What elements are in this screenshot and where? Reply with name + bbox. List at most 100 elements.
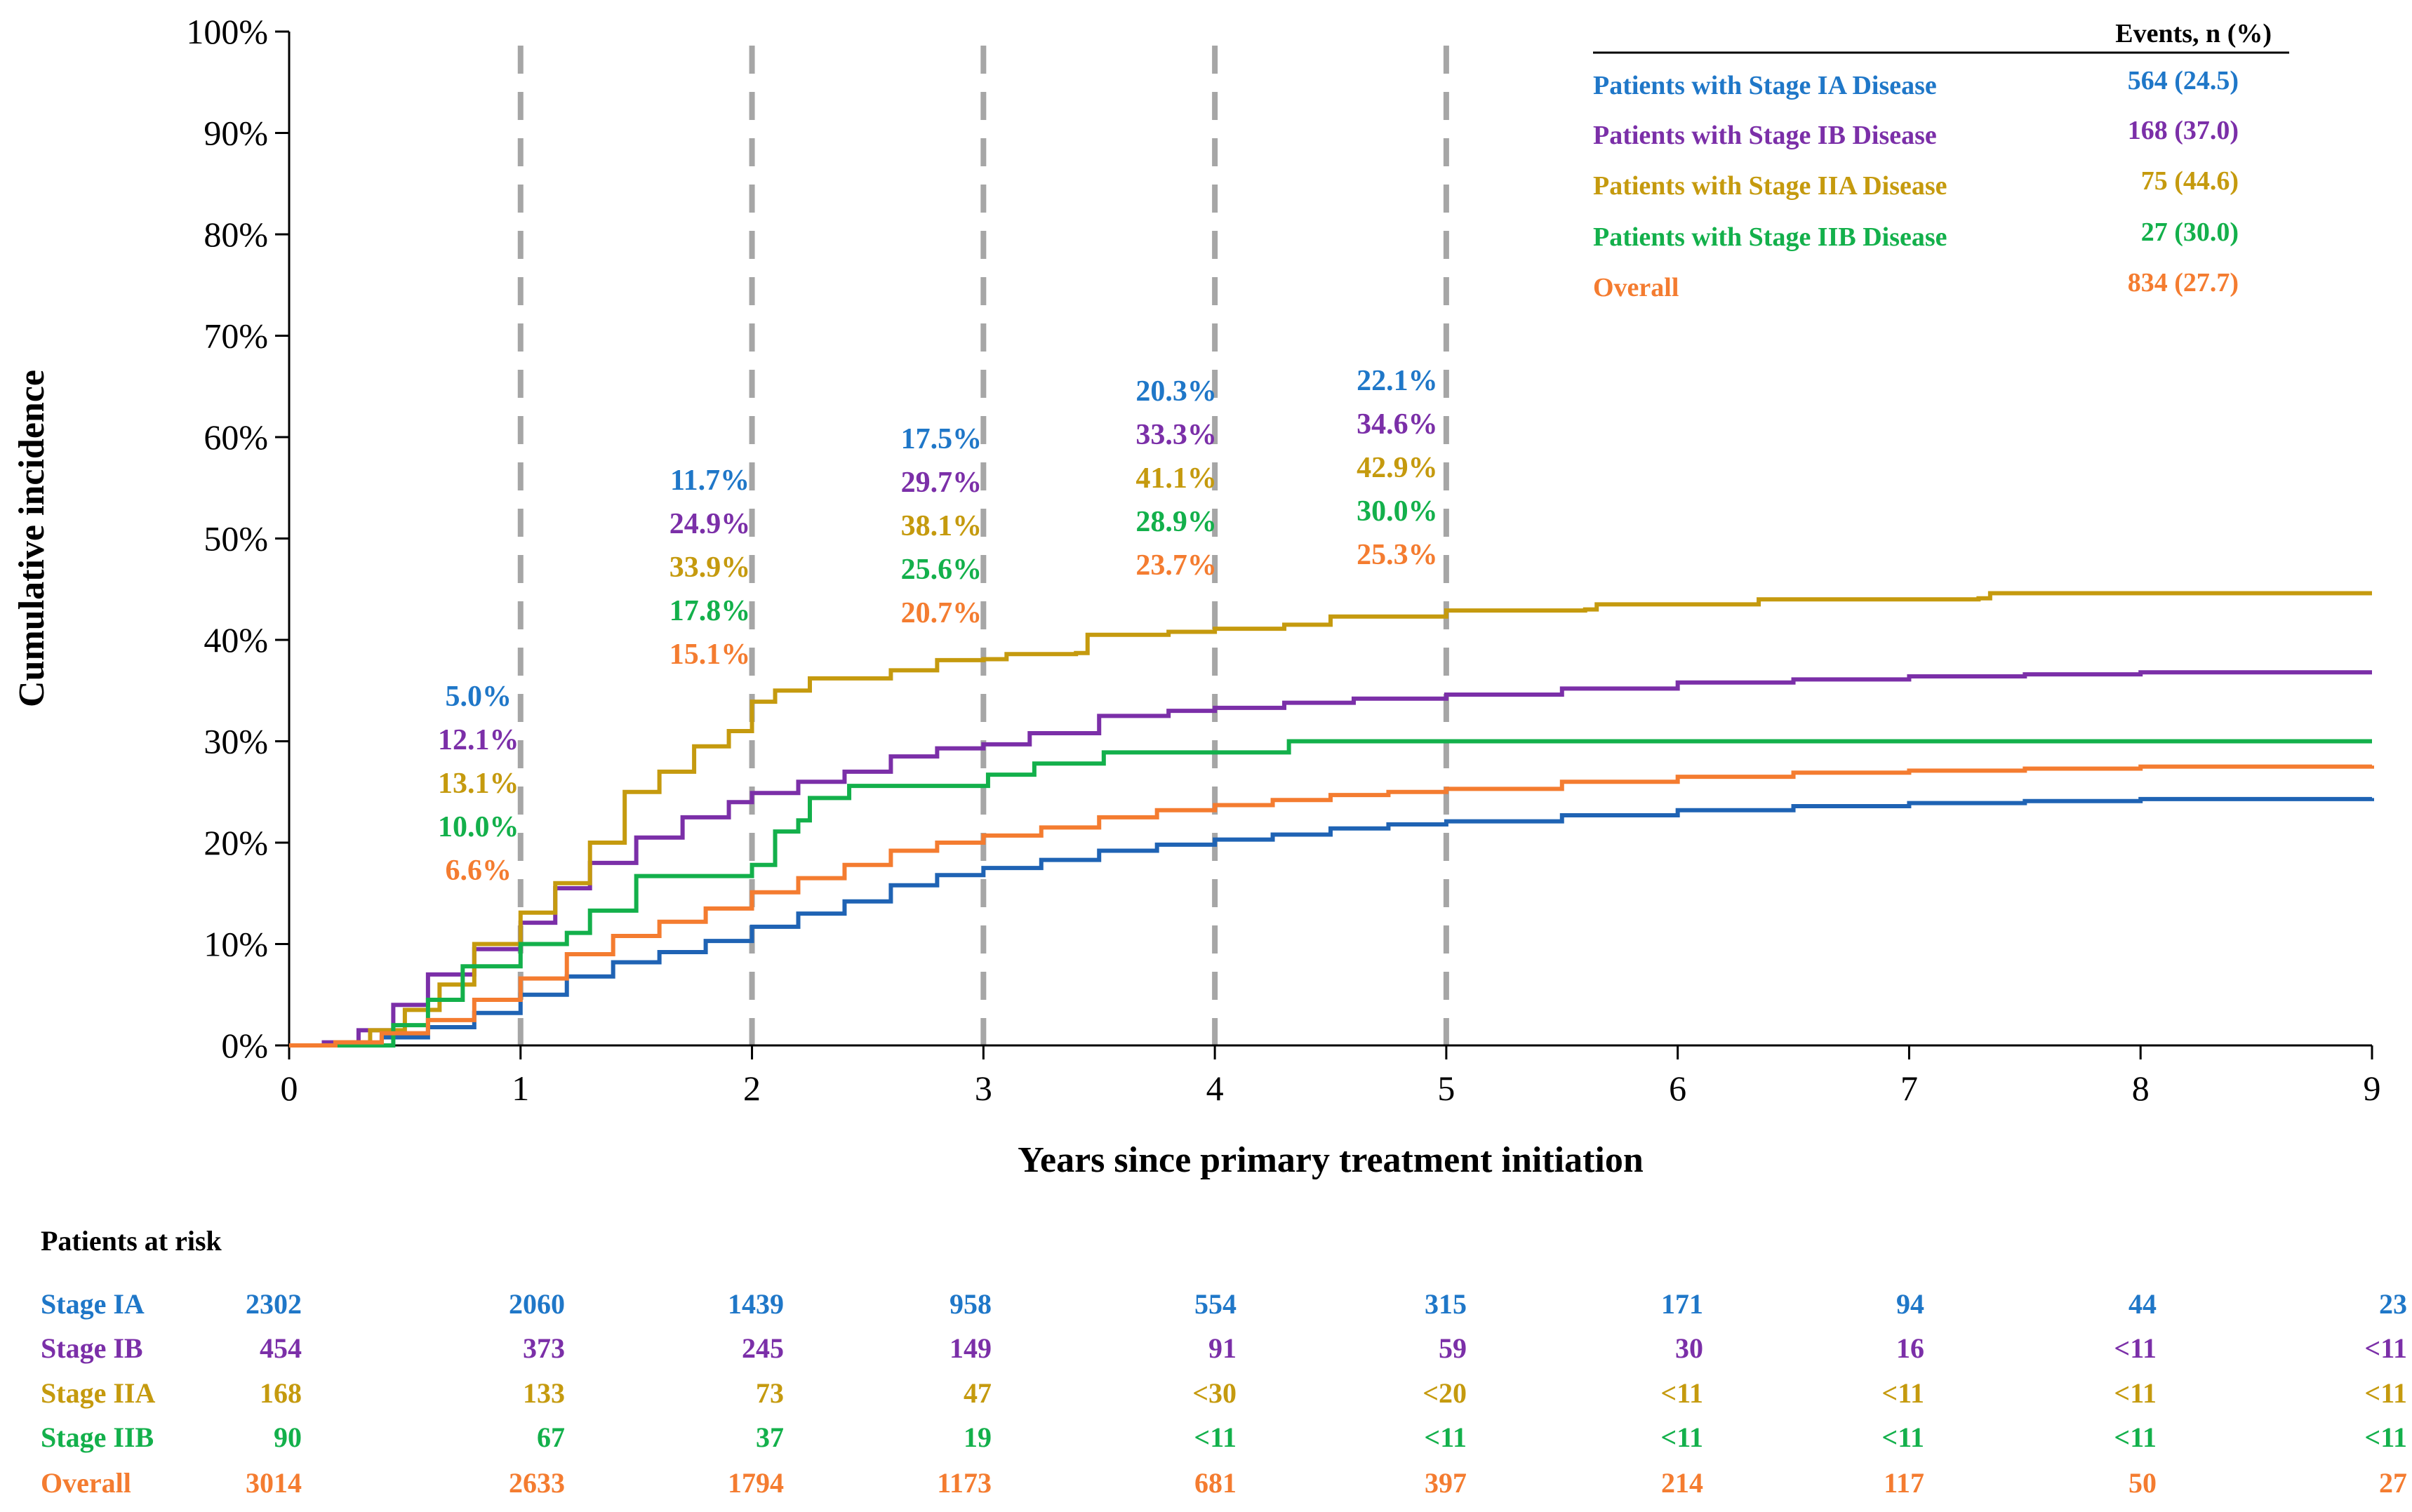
risk-cell: 397 <box>1425 1467 1467 1499</box>
milestone-label: 29.7% <box>901 467 982 499</box>
risk-row-label: Stage IB <box>41 1332 143 1364</box>
risk-row-label: Stage IIA <box>41 1377 155 1409</box>
legend-entry-name: Patients with Stage IIA Disease <box>1593 171 1947 201</box>
risk-cell: 168 <box>260 1377 302 1409</box>
risk-cell: 454 <box>260 1332 302 1364</box>
risk-cell: <11 <box>1660 1421 1703 1453</box>
risk-cell: 23 <box>2379 1288 2407 1320</box>
risk-cell: 245 <box>742 1332 784 1364</box>
risk-cell: 149 <box>950 1332 992 1364</box>
milestone-label: 20.7% <box>901 597 982 629</box>
series-lines <box>289 591 2374 1048</box>
risk-cell: 30 <box>1675 1332 1703 1364</box>
series-line-overall <box>289 764 2374 1048</box>
risk-cell: 3014 <box>246 1467 302 1499</box>
x-tick-label: 5 <box>1437 1069 1455 1108</box>
legend-entry-events: 75 (44.6) <box>2141 166 2239 196</box>
milestone-label: 33.3% <box>1135 419 1217 451</box>
x-tick-label: 2 <box>743 1069 761 1108</box>
y-tick-label: 50% <box>204 519 268 558</box>
x-axis-title: Years since primary treatment initiation <box>1018 1140 1644 1180</box>
series-line-stage-iia <box>289 591 2372 1048</box>
risk-row-label: Stage IIB <box>41 1421 154 1453</box>
risk-cell: 315 <box>1425 1288 1467 1320</box>
legend-entry-events: 168 (37.0) <box>2128 116 2239 145</box>
milestone-label: 33.9% <box>669 551 751 584</box>
milestone-label: 22.1% <box>1357 365 1438 397</box>
legend-entry-events: 834 (27.7) <box>2128 268 2239 297</box>
risk-table: Patients at risk Stage IA 2302 2060 1439 958 5… <box>41 1225 2407 1499</box>
y-tick-label: 90% <box>204 114 268 153</box>
y-tick-label: 20% <box>204 823 268 862</box>
milestone-label: 34.6% <box>1357 408 1438 441</box>
risk-cell: 94 <box>1896 1288 1924 1320</box>
y-tick-label: 10% <box>204 925 268 964</box>
risk-cell: 19 <box>964 1421 992 1453</box>
milestone-label: 41.1% <box>1135 462 1217 495</box>
x-tick-label: 1 <box>512 1069 529 1108</box>
series-line-stage-iib <box>289 739 2372 1048</box>
risk-cell: 44 <box>2128 1288 2157 1320</box>
risk-cell: <11 <box>1660 1377 1703 1409</box>
x-tick-label: 4 <box>1206 1069 1224 1108</box>
legend-header: Events, n (%) <box>2115 19 2272 48</box>
risk-cell: 117 <box>1884 1467 1924 1499</box>
series-line-stage-ib <box>289 670 2372 1048</box>
legend-entry-events: 564 (24.5) <box>2128 66 2239 95</box>
legend-entry-name: Patients with Stage IA Disease <box>1593 71 1937 100</box>
milestone-label: 42.9% <box>1357 452 1438 484</box>
legend-entry-name: Patients with Stage IIB Disease <box>1593 222 1947 252</box>
legend-entry-name: Overall <box>1593 273 1679 302</box>
y-axis-title: Cumulative incidence <box>12 370 52 707</box>
milestone-label: 15.1% <box>669 638 751 671</box>
milestone-label: 38.1% <box>901 510 982 542</box>
y-tick-label: 0% <box>221 1026 268 1065</box>
x-tick-label: 9 <box>2364 1069 2381 1108</box>
risk-cell: <11 <box>1881 1421 1924 1453</box>
risk-cell: 59 <box>1439 1332 1467 1364</box>
x-tick-label: 8 <box>2132 1069 2150 1108</box>
y-tick-label: 30% <box>204 722 268 761</box>
y-tick-label: 60% <box>204 417 268 457</box>
risk-cell: 554 <box>1194 1288 1237 1320</box>
milestone-label: 25.6% <box>901 554 982 586</box>
y-tick-label: 100% <box>186 12 268 51</box>
risk-cell: <11 <box>2364 1332 2407 1364</box>
risk-cell: <11 <box>1424 1421 1467 1453</box>
milestone-label: 10.0% <box>438 811 519 843</box>
milestone-label: 24.9% <box>669 508 751 540</box>
risk-cell: 16 <box>1896 1332 1924 1364</box>
risk-cell: <11 <box>1194 1421 1237 1453</box>
risk-cell: <11 <box>2364 1377 2407 1409</box>
milestone-label: 5.0% <box>446 681 512 713</box>
risk-cell: 50 <box>2128 1467 2157 1499</box>
reference-lines <box>517 46 1449 1045</box>
milestone-label: 12.1% <box>438 724 519 756</box>
risk-cell: 2302 <box>246 1288 302 1320</box>
risk-cell: 1173 <box>937 1467 992 1499</box>
risk-cell: 47 <box>964 1377 992 1409</box>
risk-cell: 2060 <box>509 1288 565 1320</box>
risk-cell: 214 <box>1661 1467 1703 1499</box>
risk-row-label: Overall <box>41 1467 131 1499</box>
risk-cell: 2633 <box>509 1467 565 1499</box>
risk-table-title: Patients at risk <box>41 1225 222 1257</box>
milestone-label: 28.9% <box>1135 506 1217 538</box>
risk-cell: 373 <box>523 1332 565 1364</box>
risk-cell: 133 <box>523 1377 565 1409</box>
milestone-label: 30.0% <box>1357 495 1438 528</box>
legend: Events, n (%) Patients with Stage IA Dise… <box>1593 19 2289 302</box>
risk-cell: 90 <box>274 1421 302 1453</box>
risk-row-label: Stage IA <box>41 1288 145 1320</box>
risk-cell: 37 <box>756 1421 784 1453</box>
risk-cell: 73 <box>756 1377 784 1409</box>
risk-cell: <30 <box>1192 1377 1237 1409</box>
axes: 0%10%20%30%40%50%60%70%80%90%100%0 1 2 3 4 5 6… <box>12 12 2381 1180</box>
y-tick-label: 80% <box>204 215 268 254</box>
risk-cell: 958 <box>950 1288 992 1320</box>
series-line-stage-ia <box>289 796 2374 1048</box>
milestone-label: 17.5% <box>901 423 982 455</box>
milestone-label: 17.8% <box>669 595 751 627</box>
milestone-labels: 5.0% 12.1% 13.1% 10.0% 6.6% 11.7% 24.9% 33.9% 17… <box>438 365 1438 887</box>
